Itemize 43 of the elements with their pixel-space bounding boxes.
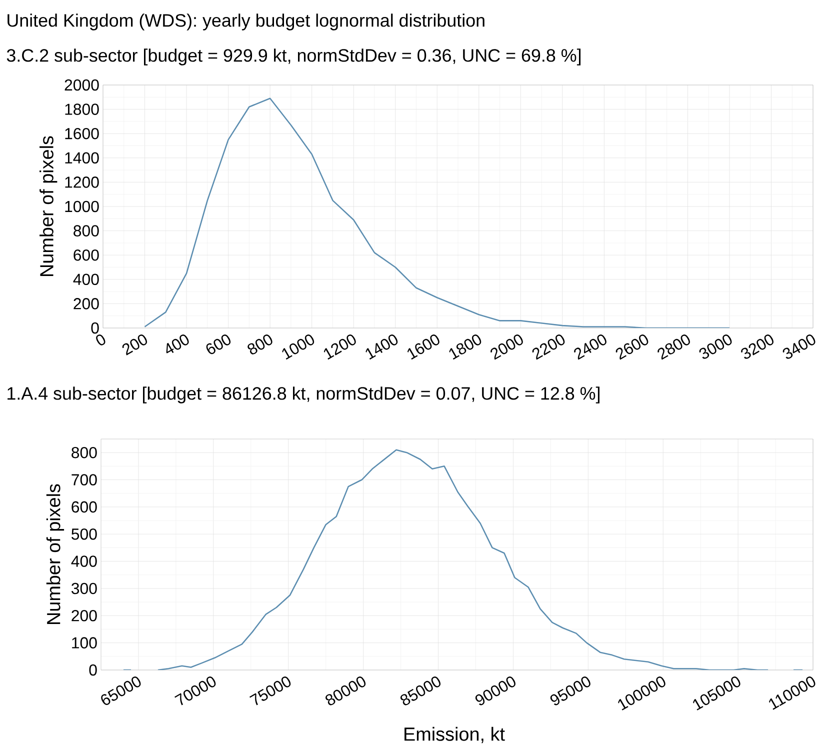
y-tick-label: 1000: [65, 200, 99, 212]
y-tick-label: 600: [72, 501, 97, 513]
y-tick-label: 200: [72, 610, 97, 622]
y-tick-label: 0: [89, 664, 97, 676]
x-tick-label: 2600: [616, 334, 648, 360]
y-tick-label: 1800: [65, 104, 99, 115]
y-axis-title: Number of pixels: [40, 136, 58, 276]
y-tick-label: 800: [74, 225, 99, 236]
x-tick-label: 1000: [282, 334, 314, 360]
y-tick-label: 400: [71, 556, 97, 567]
y-axis-title: Number of pixels: [46, 484, 64, 624]
y-tick-label: 400: [73, 274, 99, 286]
y-tick-label: 600: [74, 249, 99, 261]
y-tick-label: 200: [74, 298, 99, 310]
y-tick-label: 0: [91, 322, 99, 334]
x-tick-label: 3000: [699, 334, 732, 359]
x-tick-label: 3400: [782, 334, 816, 359]
x-tick-label: 1600: [407, 334, 440, 360]
y-tick-label: 700: [72, 474, 97, 486]
y-tick-label: 1400: [65, 152, 99, 164]
x-tick-label: 1400: [366, 334, 398, 360]
x-tick-label: 2000: [490, 334, 523, 360]
x-axis-title: Emission, kt: [404, 726, 505, 744]
y-tick-label: 300: [71, 582, 97, 594]
chart-subtitle: 3.C.2 sub-sector [budget = 929.9 kt, normStdDev = 0.36, UNC = 69.8 %]: [6, 48, 581, 66]
x-tick-label: 2800: [658, 334, 690, 360]
y-tick-label: 1600: [65, 128, 99, 140]
chart-title: United Kingdom (WDS): yearly budget lognormal distribution: [8, 14, 484, 30]
x-tick-label: 400: [166, 334, 189, 354]
y-tick-label: 1200: [65, 176, 99, 188]
x-tick-label: 2400: [574, 334, 606, 360]
x-tick-label: 1200: [324, 334, 356, 360]
x-tick-label: 1800: [449, 334, 482, 360]
y-tick-label: 2000: [64, 79, 99, 91]
x-tick-label: 800: [248, 334, 272, 354]
chart-title: 1.A.4 sub-sector [budget = 86126.8 kt, normStdDev = 0.07, UNC = 12.8 %]: [8, 386, 600, 404]
x-tick-label: 2200: [532, 334, 565, 360]
x-tick-label: 3200: [741, 334, 774, 359]
y-tick-label: 500: [72, 528, 97, 540]
y-tick-label: 100: [72, 637, 97, 648]
y-tick-label: 800: [72, 446, 97, 458]
x-tick-label: 200: [122, 334, 148, 356]
x-tick-label: 600: [206, 334, 231, 354]
